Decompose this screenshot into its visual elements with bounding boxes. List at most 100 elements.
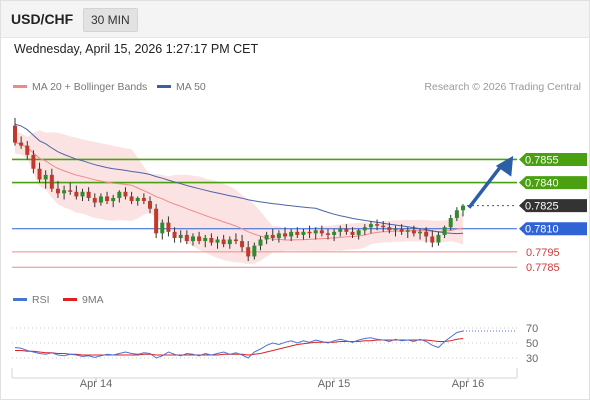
candle-body	[111, 197, 116, 202]
ma50-line	[14, 123, 464, 235]
candle-body	[135, 197, 140, 202]
candle-body	[49, 174, 54, 189]
x-tick-label: Apr 15	[318, 378, 350, 390]
candle-body	[86, 191, 91, 198]
candle-body	[37, 168, 42, 180]
candle-body	[276, 233, 281, 238]
candle-body	[424, 231, 429, 237]
candle-body	[325, 233, 330, 235]
timeframe-button[interactable]: 30 MIN	[83, 8, 138, 32]
candle-body	[240, 241, 245, 248]
candle-body	[43, 174, 48, 180]
research-credit: Research © 2026 Trading Central	[424, 81, 581, 93]
rsi-tick-50: 50	[526, 338, 538, 350]
candle-body	[25, 145, 30, 155]
candle-body	[62, 190, 67, 194]
key-levels	[12, 158, 517, 268]
arrow-head	[495, 155, 514, 177]
candle-body	[368, 224, 373, 228]
x-tick-label: Apr 14	[80, 378, 112, 390]
candle-body	[405, 230, 410, 232]
level-label-0: 0.7855	[525, 154, 559, 166]
rsi-tick-30: 30	[526, 353, 538, 365]
level-labels: 0.7855 0.7840 0.7825 0.7810 0.7795 0.7785	[519, 152, 587, 274]
candle-body	[166, 222, 171, 232]
candle-body	[172, 231, 177, 238]
arrow-shaft	[467, 166, 502, 209]
candle-body	[68, 190, 73, 192]
candlesticks	[13, 117, 465, 262]
candle-body	[221, 239, 226, 245]
candle-body	[295, 231, 300, 235]
time-axis: Apr 14 Apr 15 Apr 16	[11, 368, 518, 390]
level-label-2: 0.7825	[525, 201, 559, 213]
legend-rsi: RSI	[13, 294, 50, 306]
candle-body	[117, 191, 122, 198]
candle-body	[178, 234, 183, 238]
candle-body	[233, 239, 238, 242]
candle-body	[461, 205, 465, 211]
9ma-swatch	[63, 297, 77, 301]
candle-body	[246, 247, 251, 257]
candle-body	[74, 191, 79, 197]
legend-ma20-bollinger: MA 20 + Bollinger Bands	[13, 81, 147, 93]
candle-body	[387, 227, 392, 231]
candle-body	[184, 234, 189, 242]
candle-body	[313, 230, 318, 234]
candle-body	[344, 228, 349, 232]
candle-body	[160, 222, 165, 234]
rsi-tick-70: 70	[526, 323, 538, 335]
candle-body	[98, 196, 103, 203]
candle-body	[215, 239, 220, 243]
level-label-3: 0.7810	[525, 224, 559, 236]
level-tag-0	[519, 152, 587, 166]
candle-body	[418, 231, 423, 234]
candle-body	[55, 188, 60, 194]
candle-body	[381, 225, 386, 228]
candle-body	[393, 228, 398, 231]
level-label-1: 0.7840	[525, 178, 559, 190]
legend-label-ma50: MA 50	[176, 81, 206, 93]
candle-body	[129, 196, 134, 202]
legend-ma50: MA 50	[157, 81, 206, 93]
candle-body	[307, 231, 312, 234]
ma20-line	[14, 142, 464, 241]
chart-header: USD/CHF 30 MIN	[1, 1, 589, 38]
candle-body	[252, 245, 257, 257]
candle-body	[332, 231, 337, 235]
candle-body	[436, 234, 441, 243]
level-tag-2	[519, 199, 587, 213]
legend-label-9ma: 9MA	[82, 294, 104, 306]
candle-body	[197, 236, 202, 242]
candle-body	[454, 210, 459, 218]
level-label-5: 0.7785	[526, 262, 560, 274]
legend-label-rsi: RSI	[32, 294, 50, 306]
candle-body	[141, 197, 146, 202]
candle-body	[356, 230, 361, 235]
ma20-swatch	[13, 84, 27, 88]
candle-body	[350, 231, 355, 235]
level-tag-3	[519, 222, 587, 236]
candle-body	[362, 227, 367, 231]
rsi-swatch	[13, 297, 27, 301]
level-tag-1	[519, 176, 587, 190]
trend-arrow	[467, 155, 514, 209]
candle-body	[301, 231, 306, 235]
candle-body	[92, 197, 97, 203]
x-tick-label: Apr 16	[452, 378, 484, 390]
level-label-4: 0.7795	[526, 247, 560, 259]
candle-body	[319, 230, 324, 234]
candle-body	[283, 233, 288, 237]
candle-body	[289, 231, 294, 237]
legend-9ma: 9MA	[63, 294, 104, 306]
candle-body	[123, 191, 128, 197]
candle-body	[258, 239, 263, 246]
ma50-swatch	[157, 84, 171, 88]
chart-timestamp: Wednesday, April 15, 2026 1:27:17 PM CET	[14, 42, 259, 56]
candle-body	[264, 234, 269, 240]
moving-averages	[14, 123, 464, 241]
rsi-panel: 30 50 70	[12, 323, 538, 365]
candle-body	[442, 227, 447, 235]
candle-body	[338, 228, 343, 232]
